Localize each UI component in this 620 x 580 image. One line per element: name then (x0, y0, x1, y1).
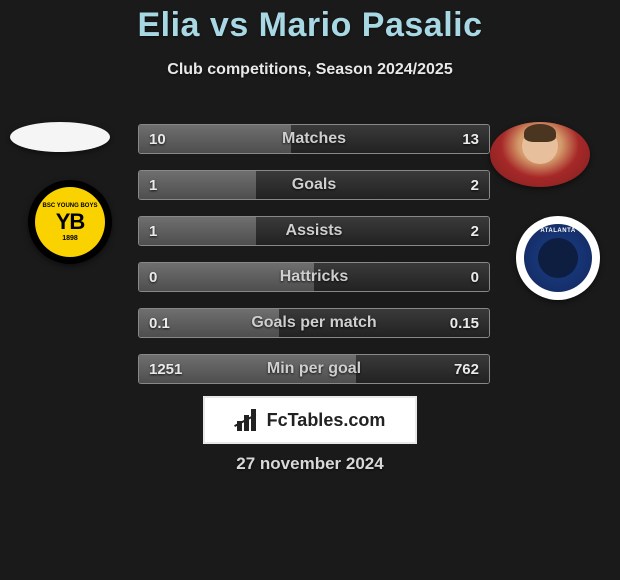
club-right-badge (516, 216, 600, 300)
player-left-avatar (10, 122, 110, 152)
fctables-logo-icon (235, 409, 261, 431)
brand-text: FcTables.com (267, 410, 386, 431)
stat-row: 1Assists2 (138, 216, 490, 246)
stat-label: Hattricks (139, 263, 489, 291)
stat-value-right: 2 (471, 217, 479, 245)
subtitle: Club competitions, Season 2024/2025 (0, 61, 620, 79)
club-left-badge: BSC YOUNG BOYS YB 1898 (28, 180, 112, 264)
comparison-infographic: Elia vs Mario Pasalic Club competitions,… (0, 0, 620, 580)
club-left-badge-inner: BSC YOUNG BOYS YB 1898 (35, 187, 105, 257)
stat-label: Min per goal (139, 355, 489, 383)
stat-value-right: 0.15 (450, 309, 479, 337)
stat-row: 10Matches13 (138, 124, 490, 154)
player-right-avatar (490, 122, 590, 187)
stat-value-right: 2 (471, 171, 479, 199)
page-title: Elia vs Mario Pasalic (0, 0, 620, 45)
comparison-bars: 10Matches13 1Goals2 1Assists2 0Hattricks0 0.… (138, 124, 490, 400)
stat-row: 1Goals2 (138, 170, 490, 200)
brand-box[interactable]: FcTables.com (203, 396, 417, 444)
stat-row: 1251Min per goal762 (138, 354, 490, 384)
stat-value-right: 13 (462, 125, 479, 153)
club-left-abbrev: YB (56, 209, 85, 235)
date-line: 27 november 2024 (0, 454, 620, 474)
stat-label: Goals per match (139, 309, 489, 337)
stat-row: 0Hattricks0 (138, 262, 490, 292)
club-left-year: 1898 (62, 235, 78, 242)
stat-value-right: 762 (454, 355, 479, 383)
club-right-badge-inner (524, 224, 592, 292)
stat-row: 0.1Goals per match0.15 (138, 308, 490, 338)
stat-label: Matches (139, 125, 489, 153)
stat-label: Goals (139, 171, 489, 199)
stat-value-right: 0 (471, 263, 479, 291)
stat-label: Assists (139, 217, 489, 245)
